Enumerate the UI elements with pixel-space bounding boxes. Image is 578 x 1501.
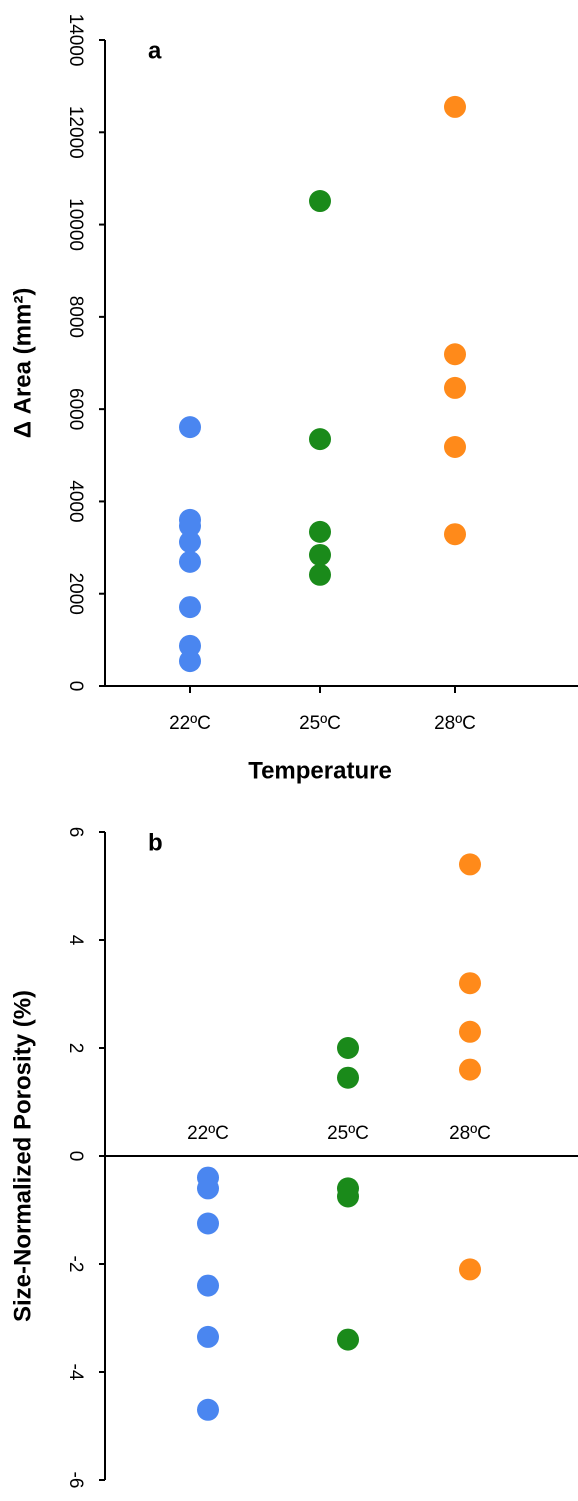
point: [337, 1185, 359, 1208]
point: [444, 376, 466, 399]
point: [309, 190, 331, 213]
point: [337, 1066, 359, 1089]
x-tick-label: 28ºC: [449, 1123, 491, 1144]
x-axis-label: Temperature: [248, 757, 392, 784]
point: [309, 543, 331, 566]
point: [179, 634, 201, 657]
point: [197, 1398, 219, 1421]
point: [459, 972, 481, 995]
panel-label: b: [148, 829, 163, 856]
point: [197, 1177, 219, 1200]
point: [309, 428, 331, 451]
x-tick-label: 22ºC: [169, 713, 211, 734]
x-tick-label: 25ºC: [327, 1123, 369, 1144]
y-tick-label: 2: [65, 1043, 86, 1054]
x-tick-label: 22ºC: [187, 1123, 229, 1144]
y-tick-label: 4: [65, 935, 86, 946]
point: [179, 416, 201, 439]
point: [179, 514, 201, 537]
x-tick-label: 28ºC: [434, 713, 476, 734]
point: [179, 596, 201, 619]
point: [309, 563, 331, 586]
y-tick-label: 12000: [65, 106, 86, 159]
y-tick-label: 0: [65, 681, 86, 692]
point: [444, 343, 466, 366]
point: [337, 1328, 359, 1351]
y-tick-label: 0: [65, 1151, 86, 1162]
y-tick-label: 6000: [65, 388, 86, 430]
y-tick-label: 10000: [65, 198, 86, 251]
point: [444, 95, 466, 118]
y-tick-label: -6: [65, 1472, 86, 1489]
point: [309, 520, 331, 543]
point: [459, 1258, 481, 1281]
y-tick-label: -2: [65, 1256, 86, 1273]
y-tick-label: 14000: [65, 14, 86, 67]
y-tick-label: 8000: [65, 296, 86, 338]
point: [444, 523, 466, 546]
x-tick-label: 25ºC: [299, 713, 341, 734]
y-tick-label: 2000: [65, 573, 86, 615]
point: [197, 1212, 219, 1235]
point: [459, 853, 481, 876]
point: [197, 1274, 219, 1297]
point: [337, 1037, 359, 1059]
y-tick-label: -4: [65, 1364, 86, 1381]
point: [459, 1020, 481, 1043]
y-tick-label: 4000: [65, 480, 86, 522]
panel-label: a: [148, 37, 162, 64]
point: [459, 1058, 481, 1081]
point: [179, 650, 201, 673]
y-axis-label: Δ Area (mm²): [9, 288, 36, 439]
point: [179, 550, 201, 573]
point: [197, 1325, 219, 1348]
point: [444, 435, 466, 458]
y-tick-label: 6: [65, 827, 86, 838]
point: [179, 531, 201, 554]
y-axis-label: Size-Normalized Porosity (%): [9, 990, 36, 1322]
